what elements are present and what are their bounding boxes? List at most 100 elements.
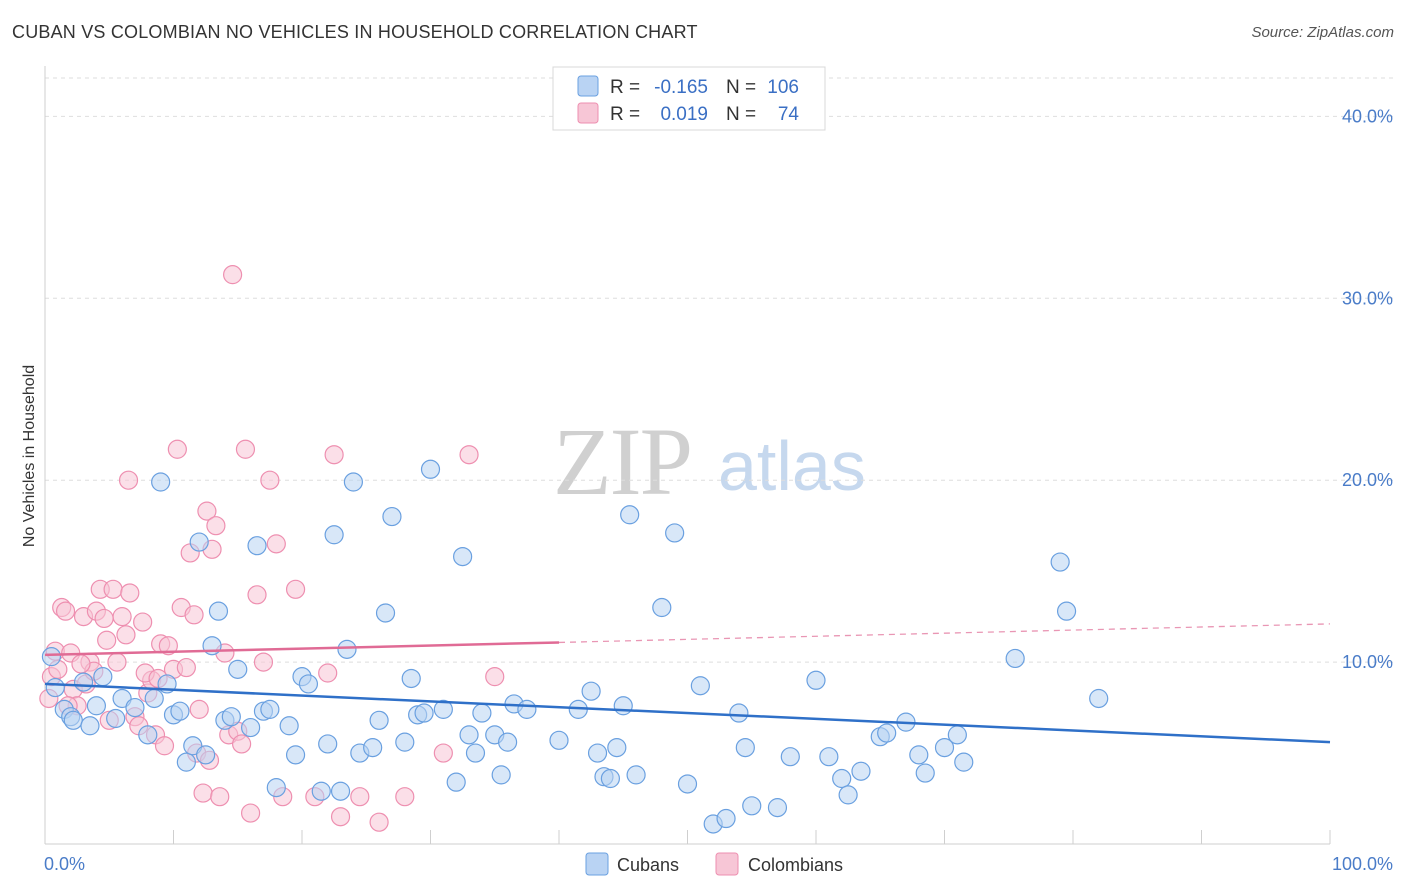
x-tick-label-right: 100.0% (1332, 854, 1393, 874)
cuban-point-56 (465, 743, 486, 763)
cuban-point-81 (742, 796, 762, 816)
legend-r-value-cubans: -0.165 (654, 77, 708, 98)
colombian-point-64 (459, 445, 479, 465)
cuban-point-60 (498, 732, 518, 752)
cuban-point-97 (1005, 648, 1025, 669)
legend-swatch-colombians (577, 102, 599, 124)
cuban-point-11 (125, 697, 145, 718)
cuban-point-73 (652, 597, 672, 618)
colombian-point-53 (266, 534, 286, 554)
cuban-point-75 (677, 774, 698, 794)
colombian-point-60 (350, 787, 370, 807)
cuban-point-54 (453, 546, 473, 567)
watermark: ZIP atlas (553, 408, 866, 515)
cuban-point-43 (363, 737, 383, 758)
cuban-point-46 (382, 506, 402, 527)
source-note: Source: ZipAtlas.com (1251, 24, 1394, 41)
cuban-point-71 (620, 505, 640, 525)
colombian-point-47 (232, 734, 252, 754)
colombian-point-41 (206, 516, 226, 536)
legend-n-label-colombians: N = (726, 104, 756, 125)
cuban-point-74 (665, 523, 685, 543)
cuban-point-99 (1056, 601, 1077, 621)
legend-r-label-colombians: R = (610, 104, 640, 125)
cuban-point-80 (735, 737, 755, 758)
watermark-zip: ZIP (553, 408, 691, 515)
cuban-point-68 (600, 768, 621, 789)
colombian-point-57 (318, 663, 338, 683)
cuban-point-13 (144, 688, 164, 709)
cuban-point-38 (324, 525, 344, 545)
colombian-point-37 (189, 699, 209, 719)
cuban-point-44 (369, 710, 389, 730)
cuban-point-66 (587, 743, 608, 763)
cuban-point-79 (729, 703, 749, 723)
cuban-point-76 (690, 676, 710, 696)
cuban-point-21 (196, 745, 216, 765)
colombian-trend-line (44, 641, 560, 657)
cuban-point-65 (581, 681, 601, 701)
cuban-point-78 (716, 808, 736, 829)
legend-r-label-cubans: R = (610, 77, 640, 98)
cuban-point-82 (767, 798, 788, 818)
cuban-point-88 (851, 761, 871, 781)
colombian-point-48 (235, 439, 256, 459)
legend-box: R = -0.165 N = 106 R = 0.019 N = 74 (552, 66, 826, 131)
colombian-point-51 (253, 652, 274, 672)
cuban-point-7 (86, 696, 107, 716)
cuban-point-28 (247, 536, 267, 556)
legend-n-label-cubans: N = (726, 77, 756, 98)
cuban-point-63 (549, 730, 569, 750)
cuban-point-0 (41, 647, 62, 667)
cuban-point-26 (228, 659, 248, 679)
colombian-point-62 (395, 787, 415, 807)
cuban-point-59 (491, 765, 511, 785)
cuban-point-62 (517, 699, 537, 719)
colombian-point-49 (241, 803, 261, 823)
cuban-point-47 (395, 732, 415, 752)
axes (44, 66, 1331, 845)
cuban-point-4 (63, 710, 83, 730)
cuban-point-48 (401, 668, 421, 689)
colombian-point-50 (247, 585, 267, 605)
colombian-trend-line-extension (558, 623, 1331, 644)
cuban-point-40 (337, 639, 357, 659)
cuban-trend-line (44, 682, 1331, 744)
cuban-point-90 (877, 723, 897, 743)
trend-lines (44, 623, 1331, 744)
cuban-point-17 (170, 701, 190, 721)
cuban-point-92 (909, 745, 929, 765)
colombian-point-42 (210, 787, 230, 807)
cuban-point-51 (420, 459, 441, 479)
colombian-point-58 (324, 445, 344, 465)
colombian-point-52 (260, 470, 280, 490)
cuban-point-100 (1089, 688, 1109, 709)
cuban-point-39 (330, 781, 351, 801)
colombian-point-21 (120, 583, 140, 603)
colombian-point-55 (285, 579, 306, 599)
cuban-point-12 (138, 725, 158, 745)
cuban-point-69 (607, 737, 627, 758)
colombian-point-17 (103, 579, 123, 599)
chart-title: CUBAN VS COLOMBIAN NO VEHICLES IN HOUSEH… (12, 22, 698, 42)
colombian-point-68 (71, 654, 91, 674)
colombian-point-66 (118, 470, 139, 490)
colombian-point-19 (112, 607, 132, 627)
cuban-point-33 (285, 745, 306, 765)
colombian-point-15 (94, 608, 114, 629)
cuban-point-14 (151, 472, 171, 492)
colombian-point-63 (433, 743, 453, 763)
colombian-point-29 (154, 736, 175, 756)
colombian-point-38 (193, 783, 213, 803)
cuban-point-35 (298, 674, 319, 694)
cuban-point-25 (221, 707, 241, 727)
y-axis-label: No Vehicles in Household (21, 365, 38, 547)
bottom-legend: Cubans Colombians (585, 852, 843, 876)
cuban-point-84 (806, 670, 826, 690)
cuban-point-52 (433, 699, 453, 719)
bottom-legend-swatch-colombians (715, 852, 739, 876)
cuban-point-5 (73, 672, 94, 692)
cuban-point-9 (106, 708, 126, 729)
cuban-point-30 (260, 699, 280, 719)
